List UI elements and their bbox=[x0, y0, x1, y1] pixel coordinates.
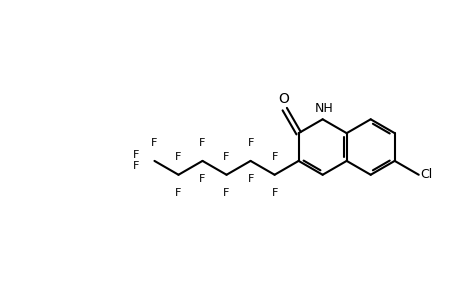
Text: F: F bbox=[271, 152, 277, 162]
Text: F: F bbox=[133, 150, 139, 161]
Text: F: F bbox=[133, 161, 139, 171]
Text: F: F bbox=[223, 152, 229, 162]
Text: Cl: Cl bbox=[420, 168, 432, 181]
Text: F: F bbox=[151, 138, 157, 148]
Text: F: F bbox=[199, 138, 205, 148]
Text: F: F bbox=[175, 152, 181, 162]
Text: F: F bbox=[223, 188, 229, 198]
Text: F: F bbox=[247, 138, 253, 148]
Text: NH: NH bbox=[313, 102, 332, 115]
Text: O: O bbox=[278, 92, 289, 106]
Text: F: F bbox=[247, 174, 253, 184]
Text: F: F bbox=[175, 188, 181, 198]
Text: F: F bbox=[199, 174, 205, 184]
Text: F: F bbox=[271, 188, 277, 198]
